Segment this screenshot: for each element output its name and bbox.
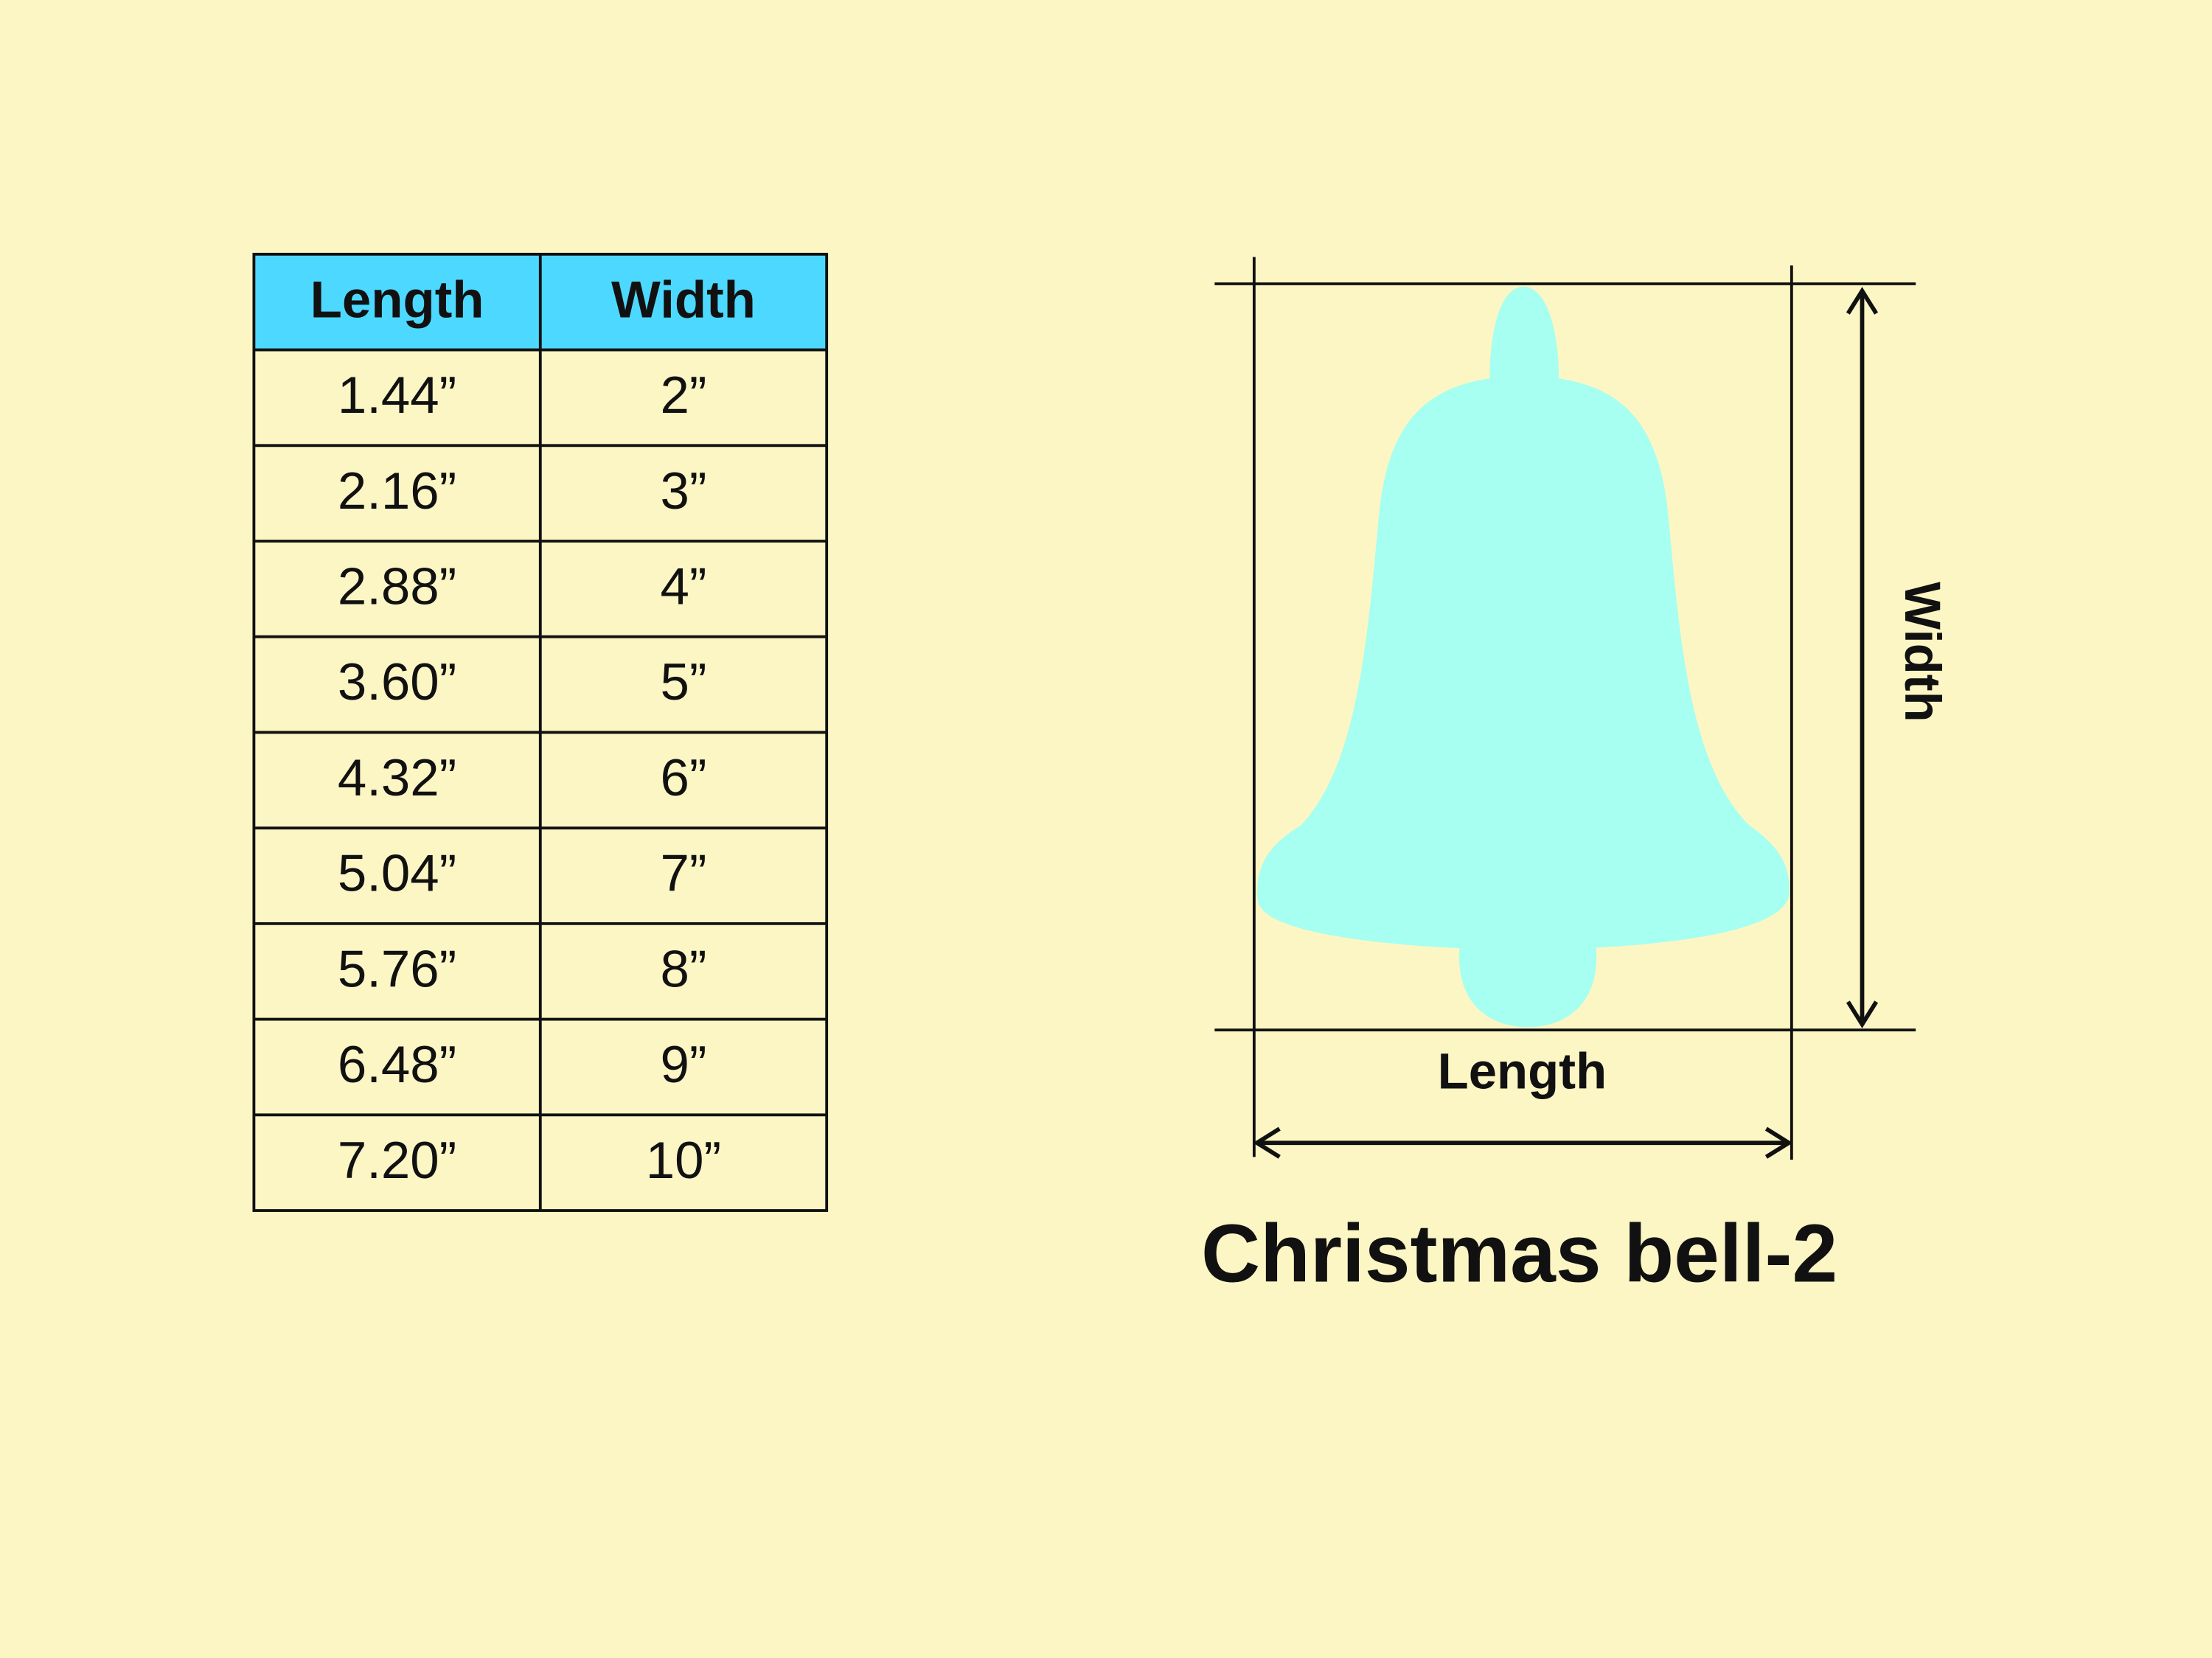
table-cell: 4” — [661, 557, 707, 616]
table-cell: 10” — [646, 1132, 721, 1190]
arrowhead — [1846, 1000, 1879, 1028]
size-table: Length Width 1.44” 2” 2.16” 3” 2.88” 4” 3.60” 5” 4… — [252, 252, 829, 1212]
table-cell: 5.04” — [338, 845, 456, 903]
table-cell: 5” — [661, 653, 707, 711]
table-cell: 6.48” — [338, 1036, 456, 1094]
bell-diagram — [1214, 257, 1916, 1160]
table-cell: 2” — [661, 366, 707, 425]
arrowhead — [1846, 287, 1879, 315]
table-cell: 6” — [661, 749, 707, 807]
arrowhead — [1764, 1126, 1793, 1159]
table-cell: 9” — [661, 1036, 707, 1094]
table-cell: 7” — [661, 845, 707, 903]
bell-clapper — [1459, 942, 1597, 1028]
table-cell: 3.60” — [338, 653, 456, 711]
length-label: Length — [1438, 1043, 1607, 1100]
table-cell: 4.32” — [338, 749, 456, 807]
table-cell: 3” — [661, 462, 707, 520]
table-cell: 2.16” — [338, 462, 456, 520]
bell — [1257, 286, 1790, 950]
table-border — [252, 252, 829, 1212]
table-cell: 1.44” — [338, 366, 456, 425]
diagram-title: Christmas bell-2 — [1201, 1208, 1837, 1299]
table-cell: 8” — [661, 940, 707, 998]
table-cell: 2.88” — [338, 557, 456, 616]
header-cell: Width — [611, 271, 756, 329]
table-cell: 7.20” — [338, 1132, 456, 1190]
width-label: Width — [1894, 582, 1951, 722]
header-cell: Length — [310, 271, 484, 329]
arrowhead — [1253, 1126, 1281, 1159]
table-cell: 5.76” — [338, 940, 456, 998]
